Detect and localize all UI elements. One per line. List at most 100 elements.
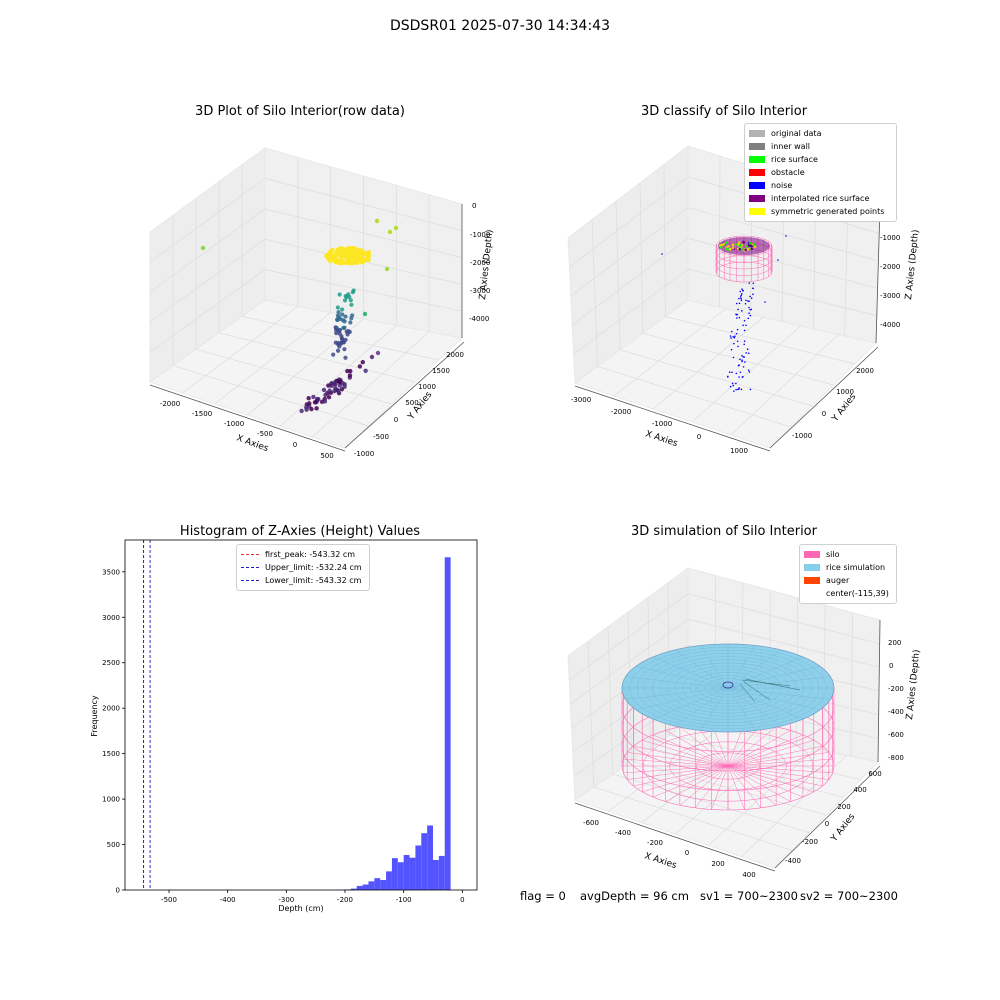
noise-point: [749, 314, 752, 317]
data-point: [326, 383, 331, 388]
data-point: [329, 257, 335, 262]
data-point: [359, 252, 364, 257]
surface-point: [738, 241, 741, 244]
silo-floor-spoke: [695, 765, 729, 808]
data-point: [360, 250, 365, 255]
histogram-bar: [427, 825, 433, 890]
data-point: [339, 336, 345, 341]
grid-line: [708, 748, 815, 846]
y-tick-label: 0: [825, 820, 829, 828]
legend-swatch: [241, 554, 259, 555]
noise-point: [750, 308, 753, 311]
data-point: [337, 258, 343, 264]
grid-line: [730, 334, 839, 436]
histogram-bar: [350, 888, 357, 890]
p4-axes-frame: [567, 567, 881, 872]
noise-point: [743, 319, 746, 322]
surface-point: [737, 247, 740, 251]
x-tick-label: 0: [685, 849, 689, 857]
floor-pane: [574, 721, 879, 869]
noise-point: [730, 348, 733, 351]
data-point: [369, 354, 375, 360]
surface-point: [739, 244, 743, 247]
data-point: [348, 368, 353, 374]
data-point: [354, 259, 360, 265]
data-point: [352, 258, 357, 263]
data-point: [345, 258, 351, 263]
data-point: [337, 257, 343, 263]
wall-ring: [715, 248, 773, 270]
data-point: [336, 391, 342, 396]
data-point: [328, 258, 334, 264]
silo-floor-spoke: [633, 765, 729, 787]
data-point: [355, 250, 361, 255]
data-point: [340, 380, 345, 386]
noise-point: [752, 287, 754, 290]
rice-mesh-spoke: [636, 687, 729, 711]
grid-line: [591, 219, 598, 367]
data-point: [341, 340, 346, 345]
noise-point: [750, 297, 753, 299]
auger-trace: [741, 679, 791, 687]
grid-line: [570, 619, 689, 705]
data-point: [345, 257, 351, 263]
p2-xlabel: X Axies: [644, 429, 679, 449]
y-tick-label: 1000: [836, 388, 854, 396]
data-point: [335, 388, 340, 393]
data-point: [342, 325, 347, 330]
histogram-bar: [403, 855, 410, 890]
data-point: [322, 399, 328, 404]
data-point: [338, 378, 343, 383]
legend-label: obstacle: [771, 168, 805, 177]
data-point: [342, 347, 347, 352]
data-point: [315, 396, 320, 402]
data-point: [349, 258, 354, 263]
data-point: [348, 253, 354, 259]
noise-point: [737, 364, 740, 367]
rice-mesh-spoke: [727, 687, 820, 711]
wall-ring: [715, 235, 773, 257]
noise-point: [735, 332, 738, 335]
noise-point: [740, 297, 742, 300]
z-tick-label: -400: [888, 708, 904, 716]
grid-line: [218, 332, 416, 383]
noise-point: [736, 313, 739, 316]
grid-line: [608, 728, 720, 812]
data-point: [331, 352, 336, 357]
data-point: [351, 257, 357, 262]
noise-point: [748, 306, 750, 309]
data-point: [359, 257, 365, 263]
silo-floor-spoke: [665, 730, 729, 767]
data-point: [357, 253, 362, 259]
data-point: [360, 359, 365, 365]
data-point: [334, 325, 339, 330]
rice-mesh-ring: [644, 653, 812, 723]
noise-point: [744, 361, 746, 363]
data-point: [343, 251, 348, 256]
data-point: [334, 251, 339, 256]
data-point: [307, 401, 312, 406]
silo-floor-spoke: [727, 752, 829, 767]
histogram-bar: [409, 857, 416, 890]
data-point: [338, 341, 344, 346]
grid-line: [195, 348, 392, 405]
legend-item: rice simulation: [804, 561, 892, 574]
data-point: [333, 251, 339, 257]
noise-point: [742, 290, 744, 292]
data-point: [362, 311, 368, 317]
data-point: [327, 257, 332, 263]
y-tick-label: 2000: [856, 367, 874, 375]
legend-item: original data: [749, 127, 892, 140]
data-point: [335, 249, 341, 255]
data-point: [316, 396, 321, 402]
interpolated-surface: [718, 237, 770, 255]
grid-line: [593, 786, 793, 851]
data-point: [345, 246, 351, 251]
surface-point: [722, 242, 725, 245]
surface-point: [747, 244, 751, 247]
surface-point: [720, 246, 723, 249]
surface-point: [734, 243, 737, 246]
z-tick-label: -600: [888, 731, 904, 739]
legend-swatch: [749, 156, 765, 163]
x-tick-label: -2000: [611, 408, 631, 416]
